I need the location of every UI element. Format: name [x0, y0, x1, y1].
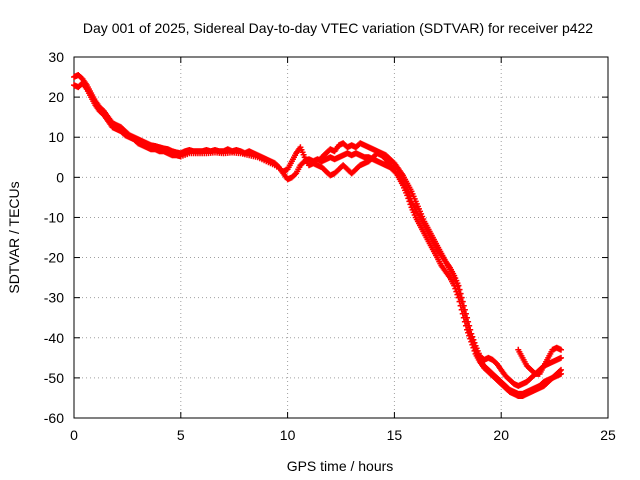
- y-axis-label: SDTVAR / TECUs: [6, 181, 22, 293]
- y-tick-label: -10: [44, 209, 64, 225]
- data-point: [558, 354, 565, 361]
- data-point: [468, 330, 475, 337]
- data-point: [558, 346, 565, 353]
- data-point: [407, 201, 414, 208]
- plot-frame: [73, 56, 609, 419]
- data-point: [456, 286, 463, 293]
- y-tick-label: -40: [44, 330, 64, 346]
- data-series-1: [71, 72, 565, 397]
- x-tick-labels: 0 5 10 15 20 25: [70, 427, 616, 443]
- y-tick-label: -20: [44, 250, 64, 266]
- data-point: [464, 314, 471, 321]
- y-tick-label: -60: [44, 410, 64, 426]
- data-point: [453, 288, 460, 295]
- y-tick-label: 30: [48, 49, 64, 65]
- data-point: [458, 294, 465, 301]
- x-tick-label: 0: [70, 427, 78, 443]
- x-tick-label: 20: [493, 427, 509, 443]
- data-series-2: [71, 80, 565, 399]
- data-series-3: [318, 140, 565, 389]
- data-series-4: [515, 344, 565, 377]
- chart-title: Day 001 of 2025, Sidereal Day-to-day VTE…: [83, 20, 593, 36]
- y-tick-label: 10: [48, 129, 64, 145]
- data-point: [459, 298, 466, 305]
- data-point: [556, 367, 563, 374]
- data-point: [460, 302, 467, 309]
- y-tick-label: 20: [48, 89, 64, 105]
- data-point: [406, 198, 413, 205]
- data-point: [455, 282, 462, 289]
- data-point: [292, 171, 299, 178]
- data-point: [457, 290, 464, 297]
- x-tick-label: 15: [387, 427, 403, 443]
- data-point: [462, 310, 469, 317]
- data-point: [465, 318, 472, 325]
- x-axis-label: GPS time / hours: [287, 458, 394, 474]
- axis-ticks: [73, 56, 609, 419]
- data-point: [405, 195, 412, 202]
- x-tick-label: 10: [280, 427, 296, 443]
- data-point: [471, 339, 478, 346]
- y-tick-labels: -60 -50 -40 -30 -20 -10 0 10 20 30: [44, 49, 64, 426]
- x-tick-label: 25: [600, 427, 616, 443]
- data-point: [467, 326, 474, 333]
- data-point: [404, 192, 411, 199]
- data-point: [454, 291, 461, 298]
- y-tick-label: 0: [56, 169, 64, 185]
- data-point: [465, 329, 472, 336]
- y-tick-label: -50: [44, 370, 64, 386]
- data-point: [466, 322, 473, 329]
- data-point: [461, 306, 468, 313]
- y-tick-label: -30: [44, 290, 64, 306]
- chart-grid: [74, 57, 608, 418]
- data-point: [558, 366, 565, 373]
- data-points: [71, 72, 565, 399]
- data-point: [452, 285, 459, 292]
- x-tick-label: 5: [177, 427, 185, 443]
- data-point: [470, 336, 477, 343]
- data-point: [469, 333, 476, 340]
